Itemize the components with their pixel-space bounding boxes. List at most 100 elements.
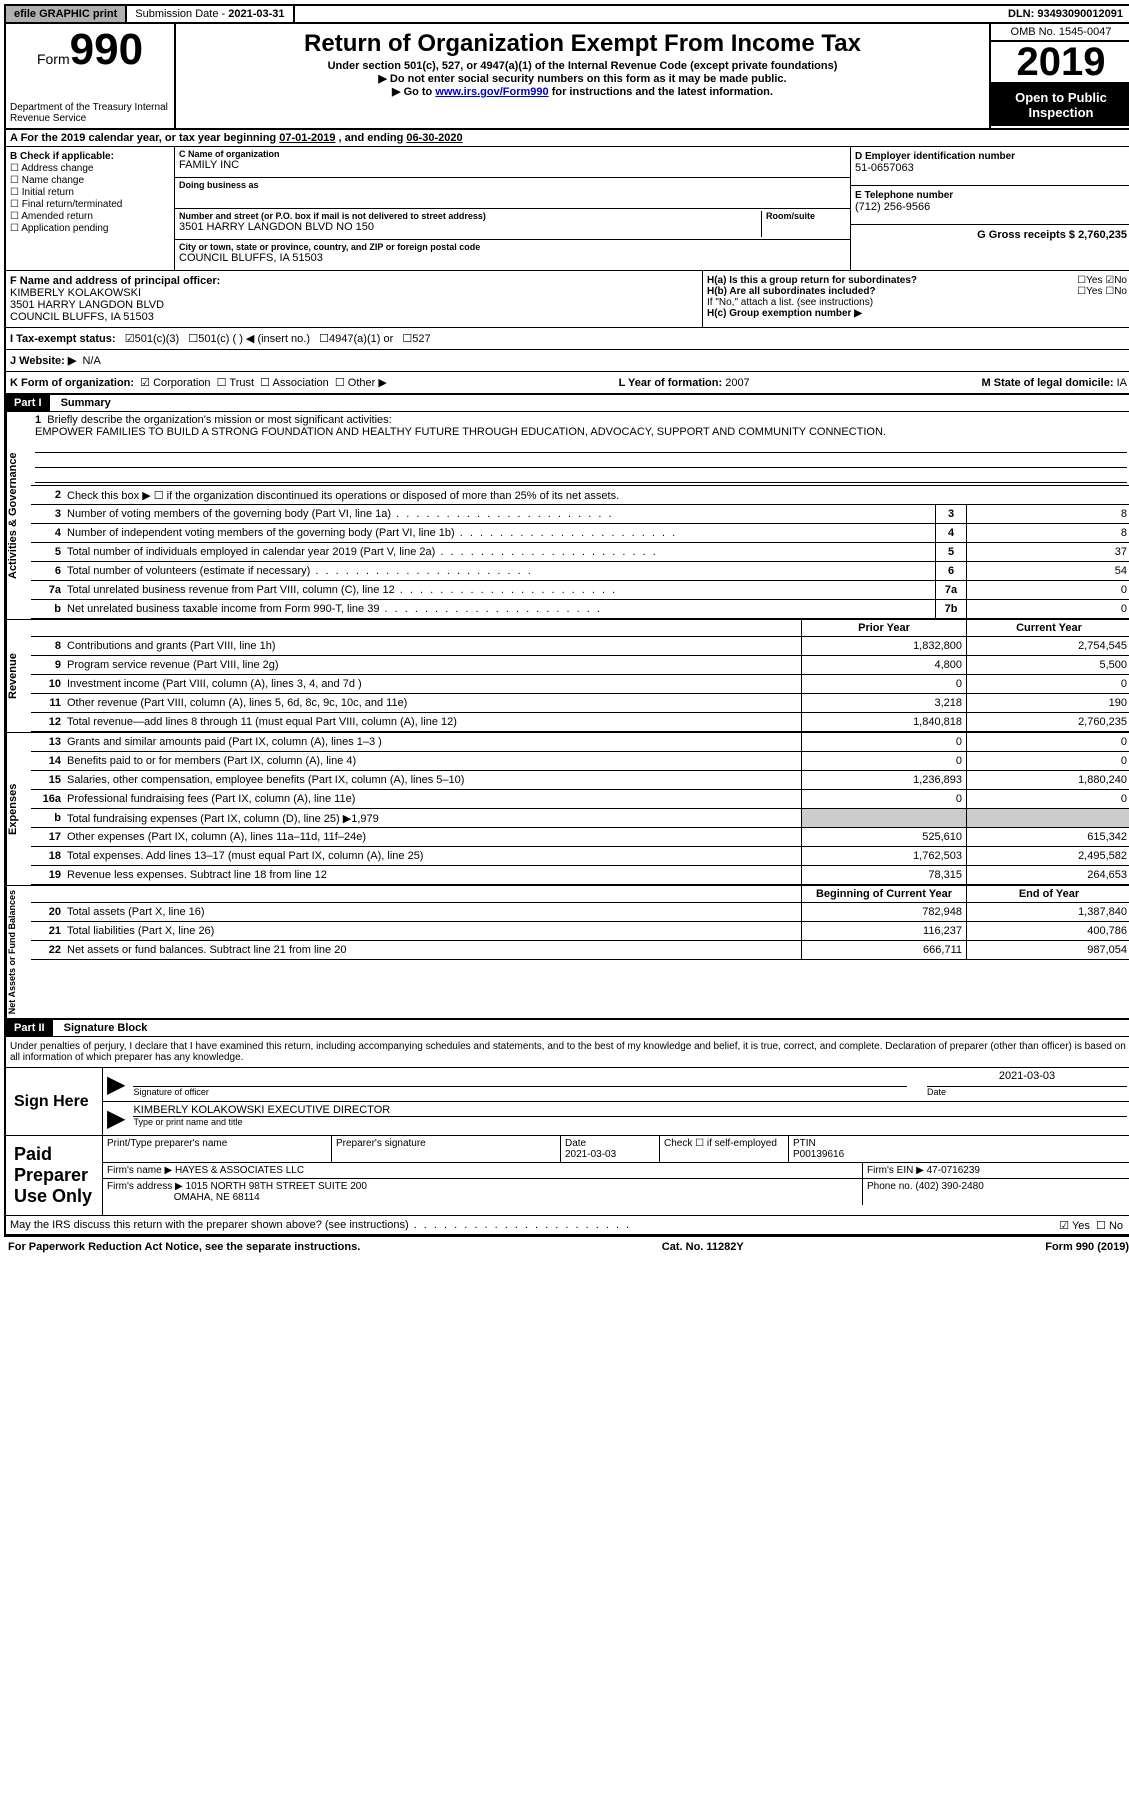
dln: DLN: 93493090012091: [1000, 6, 1129, 22]
k-association[interactable]: Association: [273, 377, 329, 389]
prep-sig-label: Preparer's signature: [332, 1136, 561, 1162]
part2-header: Part II: [6, 1020, 53, 1036]
summary-line: 16aProfessional fundraising fees (Part I…: [31, 790, 1129, 809]
ein-value: 51-0657063: [855, 162, 1127, 174]
q1-label: Briefly describe the organization's miss…: [47, 414, 391, 426]
firm-ein: 47-0716239: [927, 1165, 980, 1176]
city-label: City or town, state or province, country…: [179, 242, 846, 252]
address-value: 3501 HARRY LANGDON BLVD NO 150: [179, 221, 761, 233]
summary-line: 11Other revenue (Part VIII, column (A), …: [31, 694, 1129, 713]
k-other[interactable]: Other ▶: [348, 377, 387, 389]
section-d: D Employer identification number 51-0657…: [851, 147, 1129, 270]
prep-self-employed[interactable]: Check ☐ if self-employed: [660, 1136, 789, 1162]
website-value: N/A: [82, 355, 100, 367]
tax-status-row: I Tax-exempt status: ☑ 501(c)(3) ☐ 501(c…: [6, 327, 1129, 349]
summary-line: 13Grants and similar amounts paid (Part …: [31, 733, 1129, 752]
527-option[interactable]: 527: [412, 333, 430, 345]
discuss-label: May the IRS discuss this return with the…: [10, 1219, 409, 1231]
part2-header-row: Part II Signature Block: [6, 1018, 1129, 1037]
col-current-year: Current Year: [966, 620, 1129, 636]
check-name-change[interactable]: ☐ Name change: [10, 175, 170, 186]
section-c: C Name of organization FAMILY INC Doing …: [175, 147, 851, 270]
prep-date: 2021-03-03: [565, 1149, 616, 1160]
hb-note: If "No," attach a list. (see instruction…: [707, 297, 1127, 308]
summary-line: 17Other expenses (Part IX, column (A), l…: [31, 828, 1129, 847]
summary-line: 22Net assets or fund balances. Subtract …: [31, 941, 1129, 960]
sign-arrow-icon: ▶: [107, 1070, 125, 1099]
hc-label: H(c) Group exemption number ▶: [707, 308, 862, 319]
title-cell: Return of Organization Exempt From Incom…: [176, 24, 991, 128]
summary-line: 4Number of independent voting members of…: [31, 524, 1129, 543]
part2-title: Signature Block: [56, 1020, 156, 1036]
footer-right: Form 990 (2019): [1045, 1241, 1129, 1253]
summary-line: 19Revenue less expenses. Subtract line 1…: [31, 866, 1129, 885]
summary-line: 9Program service revenue (Part VIII, lin…: [31, 656, 1129, 675]
prep-name-label: Print/Type preparer's name: [103, 1136, 332, 1162]
state-domicile: IA: [1117, 377, 1127, 389]
side-label-rev: Revenue: [6, 620, 31, 732]
col-boy: Beginning of Current Year: [801, 886, 966, 902]
k-row: K Form of organization: ☑ Corporation ☐ …: [6, 371, 1129, 393]
k-corporation[interactable]: Corporation: [153, 377, 210, 389]
summary-line: 14Benefits paid to or for members (Part …: [31, 752, 1129, 771]
summary-line: 18Total expenses. Add lines 13–17 (must …: [31, 847, 1129, 866]
officer-name: KIMBERLY KOLAKOWSKI: [10, 287, 141, 299]
section-h: H(a) Is this a group return for subordin…: [703, 271, 1129, 327]
firm-phone: (402) 390-2480: [915, 1181, 983, 1192]
phone-label: E Telephone number: [855, 190, 1127, 201]
side-label-na: Net Assets or Fund Balances: [6, 886, 31, 1018]
ein-label: D Employer identification number: [855, 151, 1127, 162]
open-to-public: Open to Public Inspection: [991, 84, 1129, 126]
firm-city: OMAHA, NE 68114: [174, 1192, 260, 1203]
footer: For Paperwork Reduction Act Notice, see …: [4, 1237, 1129, 1257]
section-b-label: B Check if applicable:: [10, 151, 114, 162]
form-container: Form990 Department of the Treasury Inter…: [4, 24, 1129, 1237]
ha-label: H(a) Is this a group return for subordin…: [707, 275, 917, 286]
501c3-option[interactable]: 501(c)(3): [135, 333, 180, 345]
check-address-change[interactable]: ☐ Address change: [10, 163, 170, 174]
efile-print-button[interactable]: efile GRAPHIC print: [6, 6, 127, 22]
firm-addr: 1015 NORTH 98TH STREET SUITE 200: [186, 1181, 367, 1192]
check-final-return[interactable]: ☐ Final return/terminated: [10, 199, 170, 210]
footer-mid: Cat. No. 11282Y: [662, 1241, 744, 1253]
irs-link[interactable]: www.irs.gov/Form990: [435, 86, 548, 98]
check-application-pending[interactable]: ☐ Application pending: [10, 223, 170, 234]
city-value: COUNCIL BLUFFS, IA 51503: [179, 252, 846, 264]
check-initial-return[interactable]: ☐ Initial return: [10, 187, 170, 198]
year-cell: OMB No. 1545-0047 2019 Open to Public In…: [991, 24, 1129, 128]
section-f-label: F Name and address of principal officer:: [10, 275, 220, 287]
sig-name-label: Type or print name and title: [133, 1117, 1127, 1127]
side-label-exp: Expenses: [6, 733, 31, 885]
sig-officer-label: Signature of officer: [133, 1087, 907, 1097]
officer-addr: 3501 HARRY LANGDON BLVD: [10, 299, 164, 311]
part1-header: Part I: [6, 395, 50, 411]
summary-line: 20Total assets (Part X, line 16)782,9481…: [31, 903, 1129, 922]
sig-name: KIMBERLY KOLAKOWSKI EXECUTIVE DIRECTOR: [133, 1104, 1127, 1117]
subtitle-3: Go to www.irs.gov/Form990 for instructio…: [180, 85, 985, 98]
4947-option[interactable]: 4947(a)(1) or: [329, 333, 393, 345]
dba-label: Doing business as: [179, 180, 846, 190]
form-number: 990: [70, 25, 143, 74]
period-row: A For the 2019 calendar year, or tax yea…: [6, 128, 1129, 147]
form-title: Return of Organization Exempt From Incom…: [180, 30, 985, 58]
address-label: Number and street (or P.O. box if mail i…: [179, 211, 761, 221]
org-name: FAMILY INC: [179, 159, 846, 171]
summary-line: 10Investment income (Part VIII, column (…: [31, 675, 1129, 694]
mission-block: 1 Briefly describe the organization's mi…: [31, 412, 1129, 486]
part1-header-row: Part I Summary: [6, 393, 1129, 412]
501c-option[interactable]: 501(c) ( ) ◀ (insert no.): [198, 332, 310, 345]
penalty-statement: Under penalties of perjury, I declare th…: [6, 1037, 1129, 1067]
submission-date: Submission Date - 2021-03-31: [127, 6, 294, 22]
check-amended-return[interactable]: ☐ Amended return: [10, 211, 170, 222]
sig-date-label: Date: [927, 1087, 1127, 1097]
k-trust[interactable]: Trust: [229, 377, 254, 389]
officer-city: COUNCIL BLUFFS, IA 51503: [10, 311, 154, 323]
q2-text: Check this box ▶ ☐ if the organization d…: [67, 488, 1129, 503]
org-name-label: C Name of organization: [179, 149, 846, 159]
website-row: J Website: ▶ N/A: [6, 349, 1129, 371]
ptin-value: P00139616: [793, 1149, 844, 1160]
top-bar: efile GRAPHIC print Submission Date - 20…: [4, 4, 1129, 24]
col-prior-year: Prior Year: [801, 620, 966, 636]
sig-date: 2021-03-03: [927, 1070, 1127, 1087]
footer-left: For Paperwork Reduction Act Notice, see …: [8, 1241, 360, 1253]
